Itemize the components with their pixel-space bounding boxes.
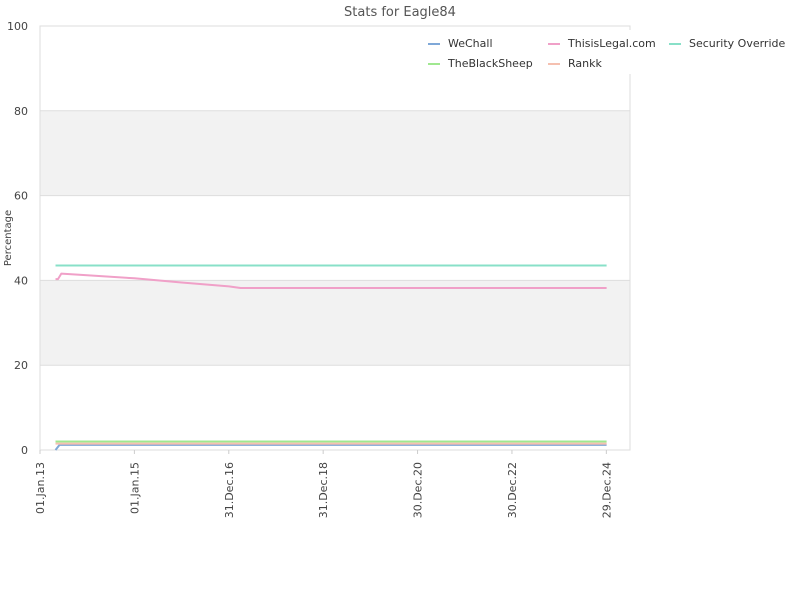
legend-label: WeChall [448,37,493,50]
y-tick-label: 80 [14,105,28,118]
x-tick-label: 31.Dec.16 [223,462,236,518]
chart-title: Stats for Eagle84 [344,5,456,20]
legend: WeChall ThisisLegal.com Security Override T… [428,37,785,70]
series-line-wechall [54,443,607,451]
x-tick-label: 30.Dec.20 [412,462,425,518]
legend-label: Rankk [568,57,602,70]
legend-label: Security Override [689,37,785,50]
y-axis-label: Percentage [3,210,14,266]
x-tick-label: 01.Jan.15 [128,462,141,514]
band [40,280,630,366]
y-axis-ticks: 0 20 40 60 80 100 [7,20,28,457]
y-tick-label: 20 [14,359,28,372]
y-tick-label: 100 [7,20,28,33]
legend-background [418,30,633,74]
y-tick-label: 40 [14,274,28,287]
series-line-thisislegal-com [55,272,607,290]
x-tick-label: 30.Dec.22 [506,462,519,518]
band [40,110,630,196]
legend-label: ThisisLegal.com [567,37,656,50]
x-tick-label: 29.Dec.24 [600,462,613,518]
alternating-bands [40,110,630,366]
series-layer [54,264,607,451]
x-tick-label: 01.Jan.13 [34,462,47,514]
y-tick-label: 0 [21,444,28,457]
legend-label: TheBlackSheep [447,57,533,70]
y-tick-label: 60 [14,190,28,203]
x-axis-ticks: 01.Jan.13 01.Jan.15 31.Dec.16 31.Dec.18 30.D… [34,450,613,518]
plot-frame [39,25,631,451]
x-tick-label: 31.Dec.18 [317,462,330,518]
